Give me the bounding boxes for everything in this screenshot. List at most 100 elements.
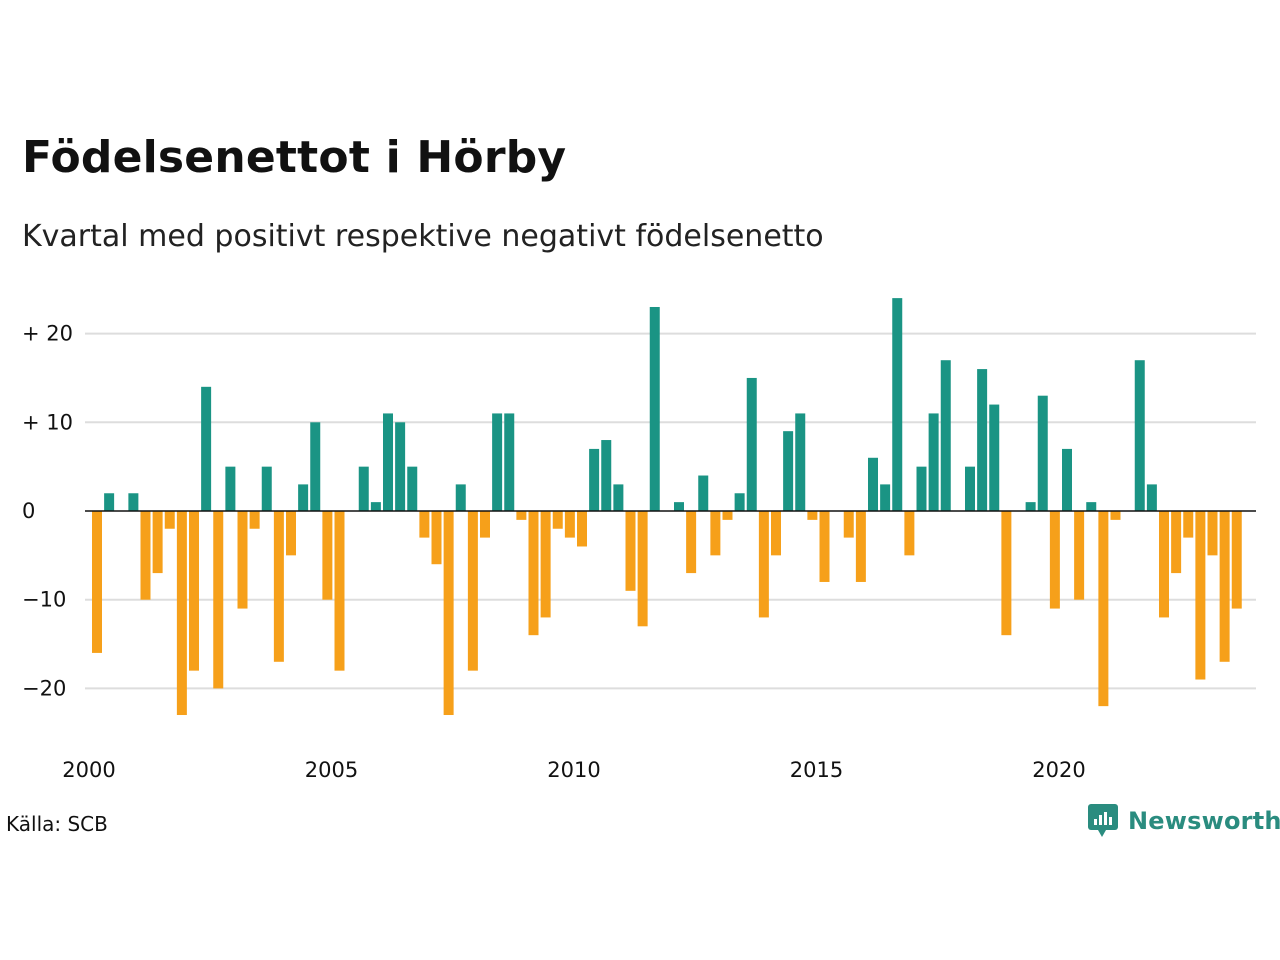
- bar-negative: [334, 511, 345, 671]
- bar-positive: [225, 466, 236, 511]
- bar-positive: [455, 484, 466, 511]
- bar-positive: [298, 484, 309, 511]
- bar-negative: [213, 511, 224, 689]
- bar-positive: [104, 493, 115, 511]
- bar-negative: [771, 511, 781, 556]
- bar-positive: [407, 466, 418, 511]
- bar-positive: [383, 413, 393, 511]
- bar-positive: [868, 457, 878, 511]
- newsworthy-logo: Newsworthy: [1088, 804, 1280, 838]
- newsworthy-logo-text: Newsworthy: [1128, 807, 1280, 835]
- bar-negative: [467, 511, 478, 671]
- bar-negative: [819, 511, 830, 582]
- bar-negative: [189, 511, 199, 671]
- bar-negative: [1171, 511, 1182, 574]
- source-label: Källa: SCB: [6, 812, 108, 836]
- bar-positive: [940, 360, 951, 511]
- bar-positive: [746, 377, 757, 511]
- bar-negative: [758, 511, 769, 618]
- bar-positive: [698, 475, 709, 511]
- bar-positive: [395, 422, 406, 511]
- bar-negative: [1001, 511, 1012, 636]
- bar-negative: [419, 511, 430, 538]
- bar-positive: [201, 386, 212, 511]
- bar-positive: [674, 502, 684, 511]
- bar-negative: [480, 511, 490, 538]
- bar-negative: [273, 511, 284, 662]
- bar-negative: [322, 511, 333, 600]
- bar-positive: [261, 466, 272, 511]
- bar-negative: [1159, 511, 1169, 618]
- bar-negative: [1231, 511, 1242, 609]
- bar-negative: [564, 511, 575, 538]
- y-tick-label: 0: [22, 499, 35, 523]
- bar-positive: [649, 306, 660, 511]
- bar-negative: [625, 511, 636, 591]
- bar-positive: [358, 466, 369, 511]
- y-tick-label: −10: [22, 588, 66, 612]
- bar-positive: [783, 431, 794, 511]
- bar-positive: [795, 413, 806, 511]
- bar-negative: [843, 511, 854, 538]
- bar-negative: [516, 511, 527, 520]
- bar-negative: [443, 511, 454, 716]
- x-tick-label: 2020: [1032, 758, 1085, 782]
- x-tick-label: 2015: [790, 758, 843, 782]
- bar-positive: [965, 466, 975, 511]
- bar-negative: [637, 511, 648, 627]
- x-tick-label: 2010: [547, 758, 600, 782]
- bar-positive: [1025, 502, 1036, 511]
- bar-negative: [164, 511, 175, 529]
- bar-negative: [1110, 511, 1121, 520]
- bar-negative: [552, 511, 563, 529]
- bar-negative: [577, 511, 587, 547]
- bar-positive: [504, 413, 515, 511]
- bar-negative: [140, 511, 151, 600]
- bar-positive: [492, 413, 503, 511]
- bar-positive: [310, 422, 321, 511]
- bar-positive: [1134, 360, 1145, 511]
- bar-negative: [710, 511, 721, 556]
- bar-positive: [601, 440, 612, 511]
- bar-positive: [1146, 484, 1157, 511]
- bar-positive: [892, 298, 903, 511]
- bar-positive: [734, 493, 745, 511]
- bar-negative: [855, 511, 866, 582]
- bar-positive: [1086, 502, 1097, 511]
- bar-positive: [128, 493, 139, 511]
- bar-negative: [1074, 511, 1085, 600]
- y-tick-label: + 20: [22, 322, 73, 346]
- chart-title: Födelsenettot i Hörby: [22, 132, 567, 183]
- bar-negative: [1098, 511, 1109, 707]
- bar-positive: [1037, 395, 1048, 511]
- bar-negative: [904, 511, 915, 556]
- y-tick-label: −20: [22, 676, 66, 700]
- y-tick-label: + 10: [22, 410, 73, 434]
- bar-negative: [1183, 511, 1194, 538]
- bar-positive: [916, 466, 927, 511]
- bar-positive: [613, 484, 624, 511]
- bar-negative: [1049, 511, 1060, 609]
- bar-positive: [977, 369, 988, 511]
- bar-negative: [286, 511, 296, 556]
- bar-negative: [431, 511, 442, 565]
- bar-negative: [807, 511, 818, 520]
- bar-negative: [686, 511, 697, 574]
- x-tick-label: 2005: [305, 758, 358, 782]
- bar-positive: [370, 502, 381, 511]
- bar-negative: [1219, 511, 1230, 662]
- newsworthy-logo-icon: [1088, 804, 1118, 837]
- x-tick-label: 2000: [62, 758, 115, 782]
- bar-negative: [152, 511, 163, 574]
- bar-negative: [722, 511, 733, 520]
- bar-positive: [1062, 448, 1072, 511]
- bar-positive: [880, 484, 891, 511]
- chart-subtitle: Kvartal med positivt respektive negativt…: [22, 219, 824, 254]
- bar-positive: [928, 413, 939, 511]
- bar-negative: [249, 511, 260, 529]
- bar-negative: [1195, 511, 1206, 680]
- bar-negative: [540, 511, 551, 618]
- bar-negative: [237, 511, 248, 609]
- bar-negative: [176, 511, 187, 716]
